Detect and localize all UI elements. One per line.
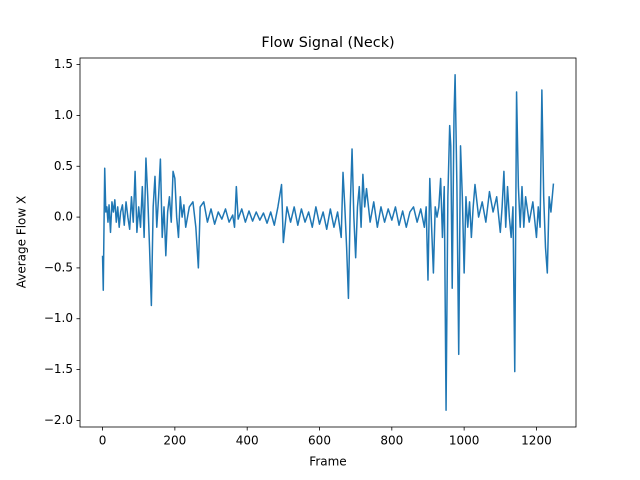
y-tick-label: 1.5 [54,57,73,71]
y-tick-label: −1.5 [44,362,73,376]
y-tick-label: −2.0 [44,413,73,427]
x-tick-label: 1000 [449,434,480,448]
x-tick-label: 600 [308,434,331,448]
y-tick-label: −1.0 [44,311,73,325]
plot-frame [79,57,577,428]
y-axis-label: Average Flow X [15,196,29,289]
x-tick-label: 800 [380,434,403,448]
chart-title: Flow Signal (Neck) [261,35,394,51]
y-tick-label: −0.5 [44,260,73,274]
data-line [101,74,555,411]
x-tick-label: 0 [99,434,107,448]
x-tick-label: 1200 [521,434,552,448]
x-axis-label: Frame [309,455,346,469]
x-tick-label: 200 [163,434,186,448]
y-tick-label: 0.0 [54,210,73,224]
y-tick-label: 1.0 [54,108,73,122]
x-tick-label: 400 [236,434,259,448]
y-tick-label: 0.5 [54,159,73,173]
